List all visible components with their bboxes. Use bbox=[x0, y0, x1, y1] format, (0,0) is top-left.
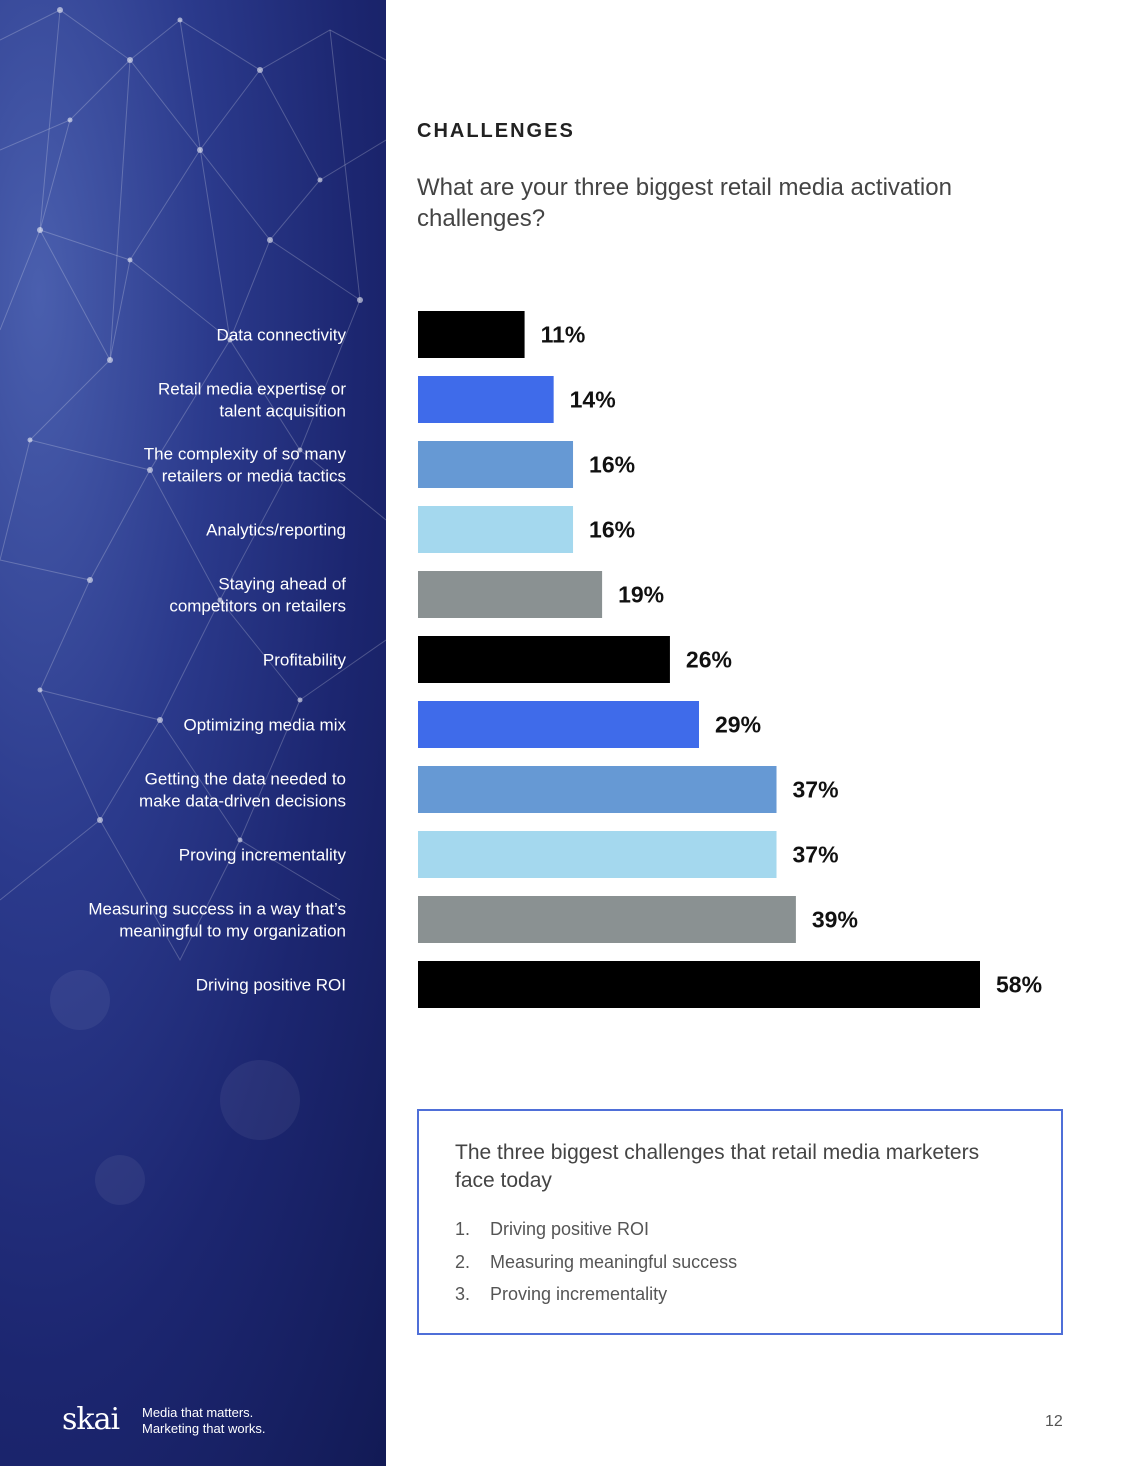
bar-value-label: 29% bbox=[715, 712, 761, 738]
category-label: Staying ahead of bbox=[218, 575, 346, 594]
bar bbox=[418, 766, 777, 813]
bar bbox=[418, 701, 699, 748]
bar-value-label: 14% bbox=[570, 387, 616, 413]
bar bbox=[418, 376, 554, 423]
tagline-line-1: Media that matters. bbox=[142, 1405, 254, 1420]
callout-list-item: 3. Proving incrementality bbox=[455, 1284, 737, 1317]
bar bbox=[418, 961, 980, 1008]
category-label: competitors on retailers bbox=[169, 597, 346, 616]
list-number: 2. bbox=[455, 1251, 471, 1272]
callout-title: The three biggest challenges that retail… bbox=[455, 1141, 980, 1192]
bar-value-label: 58% bbox=[996, 972, 1042, 998]
callout-list: 1. Driving positive ROI 2. Measuring meani… bbox=[455, 1219, 737, 1317]
section-title: CHALLENGES bbox=[417, 120, 575, 142]
bar-value-label: 37% bbox=[793, 842, 839, 868]
bar bbox=[418, 831, 777, 878]
list-item-text: Proving incrementality bbox=[490, 1284, 668, 1304]
category-label: The complexity of so many bbox=[144, 445, 347, 464]
bar bbox=[418, 571, 603, 618]
category-label: Retail media expertise or bbox=[158, 380, 346, 399]
skai-logo: skai bbox=[62, 1402, 120, 1437]
chart-question: What are your three biggest retail media… bbox=[417, 174, 952, 232]
category-label: Analytics/reporting bbox=[206, 521, 346, 540]
callout-list-item: 1. Driving positive ROI bbox=[455, 1219, 737, 1252]
category-label: Optimizing media mix bbox=[184, 716, 347, 735]
list-number: 3. bbox=[455, 1284, 471, 1304]
bar-value-label: 37% bbox=[793, 777, 839, 803]
category-label: Getting the data needed to bbox=[145, 770, 346, 789]
bar-value-label: 26% bbox=[686, 647, 732, 673]
bar bbox=[418, 441, 574, 488]
bar bbox=[418, 636, 670, 683]
category-label: make data-driven decisions bbox=[139, 792, 346, 811]
list-item-text: Driving positive ROI bbox=[490, 1219, 650, 1239]
callout-list-item: 2. Measuring meaningful success bbox=[455, 1252, 737, 1285]
network-background-graphic bbox=[0, 7, 386, 1205]
bar-value-label: 39% bbox=[812, 907, 858, 933]
tagline: Media that matters. Marketing that works… bbox=[142, 1405, 342, 1437]
decorative-network-panel: skai Media that matters. Marketing that … bbox=[0, 0, 386, 1466]
bar-value-label: 16% bbox=[589, 452, 635, 478]
category-label: Proving incrementality bbox=[179, 846, 347, 865]
list-item-text: Measuring meaningful success bbox=[490, 1251, 738, 1272]
category-label: Driving positive ROI bbox=[196, 976, 346, 995]
category-label: retailers or media tactics bbox=[162, 467, 346, 486]
bar bbox=[418, 896, 796, 943]
category-label: meaningful to my organization bbox=[119, 922, 346, 941]
key-takeaways-box: The three biggest challenges that retail… bbox=[417, 1109, 1063, 1335]
list-number: 1. bbox=[455, 1219, 471, 1239]
bar-value-label: 16% bbox=[589, 517, 635, 543]
bar-value-label: 19% bbox=[618, 582, 664, 608]
page-number: 12 bbox=[1045, 1413, 1063, 1430]
category-label: talent acquisition bbox=[219, 402, 346, 421]
bar-value-label: 11% bbox=[541, 322, 586, 348]
category-label: Measuring success in a way that’s bbox=[88, 900, 346, 919]
category-label: Data connectivity bbox=[217, 326, 347, 345]
bar bbox=[418, 311, 525, 358]
bar bbox=[418, 506, 574, 553]
category-label: Profitability bbox=[263, 651, 347, 670]
tagline-line-2: Marketing that works. bbox=[142, 1421, 266, 1436]
